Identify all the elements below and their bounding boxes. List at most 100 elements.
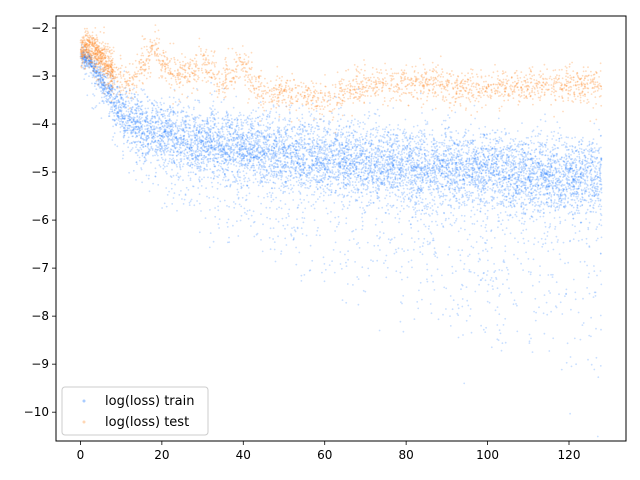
train-point [215, 125, 218, 128]
train-point [481, 237, 484, 239]
train-point [286, 137, 289, 139]
train-point [355, 158, 357, 160]
train-point [551, 146, 554, 149]
train-point [186, 143, 189, 146]
train-point [544, 120, 547, 123]
train-point [426, 121, 429, 123]
train-point [142, 130, 145, 133]
train-point [186, 163, 189, 166]
train-point [272, 104, 275, 106]
train-point [592, 138, 595, 141]
train-point [479, 210, 482, 213]
train-point [348, 157, 351, 160]
train-point [570, 185, 573, 188]
train-point [338, 124, 341, 127]
train-point [124, 87, 127, 90]
train-point [535, 204, 537, 206]
train-point [237, 129, 240, 131]
train-point [418, 173, 421, 176]
train-point [533, 208, 536, 211]
train-point [559, 220, 562, 223]
train-point [305, 150, 308, 153]
train-point [112, 125, 114, 128]
train-point [162, 115, 164, 118]
train-point [576, 212, 579, 215]
train-point [547, 185, 550, 188]
train-point [418, 203, 420, 205]
train-point [198, 180, 201, 183]
train-point [230, 118, 233, 120]
train-point [310, 128, 312, 131]
train-point [156, 132, 159, 135]
train-point [506, 171, 508, 174]
train-point [238, 114, 240, 117]
train-point [443, 176, 446, 179]
train-point [468, 253, 471, 256]
train-point [227, 169, 230, 172]
train-point [258, 115, 261, 118]
train-point [197, 187, 200, 189]
train-point [226, 226, 229, 228]
train-point [519, 153, 522, 156]
train-point [278, 105, 280, 108]
train-point [324, 128, 327, 131]
train-point [492, 280, 495, 282]
train-point [97, 66, 100, 68]
train-point [444, 219, 447, 222]
train-point [523, 184, 526, 187]
train-point [437, 172, 440, 175]
train-point [490, 149, 492, 151]
train-point [212, 172, 215, 175]
train-point [426, 280, 429, 283]
train-point [504, 233, 506, 236]
train-point [354, 162, 357, 165]
train-point [372, 190, 375, 193]
train-point [597, 205, 600, 208]
train-point [420, 186, 422, 189]
train-point [368, 111, 370, 113]
train-point [109, 111, 111, 113]
train-point [97, 78, 100, 81]
train-point [552, 177, 555, 180]
train-point [337, 113, 340, 116]
train-point [293, 229, 296, 232]
train-point [441, 123, 443, 126]
train-point [350, 154, 352, 157]
train-point [496, 324, 499, 326]
train-point [517, 153, 520, 156]
train-point [490, 346, 493, 349]
train-point [482, 249, 484, 252]
train-point [324, 138, 327, 141]
train-point [171, 158, 173, 161]
train-point [284, 237, 287, 240]
train-point [382, 232, 385, 235]
train-point [327, 175, 330, 178]
train-point [440, 173, 443, 175]
train-point [149, 120, 152, 122]
train-point [311, 170, 314, 172]
train-point [191, 166, 194, 169]
train-point [262, 162, 265, 165]
train-point [172, 96, 175, 99]
train-point [496, 196, 499, 199]
train-point [533, 310, 535, 313]
train-point [188, 150, 191, 153]
train-point [461, 249, 464, 252]
train-point [436, 177, 438, 180]
train-point [226, 185, 228, 188]
train-point [361, 224, 364, 227]
train-point [317, 226, 319, 229]
train-point [599, 270, 602, 272]
train-point [338, 193, 341, 196]
train-point [467, 304, 470, 307]
train-point [254, 169, 257, 172]
train-point [308, 153, 310, 156]
train-point [504, 170, 506, 173]
train-point [334, 216, 337, 219]
train-point [167, 133, 170, 136]
train-point [194, 162, 197, 165]
train-point [178, 143, 181, 146]
train-point [427, 205, 429, 208]
train-point [303, 134, 306, 137]
train-point [141, 154, 144, 157]
